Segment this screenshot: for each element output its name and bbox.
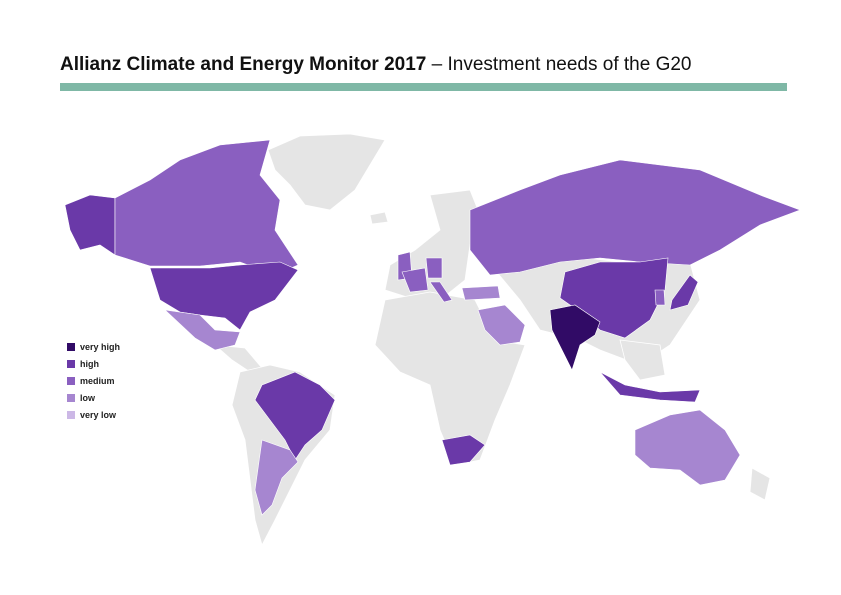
germany (425, 257, 443, 279)
legend-swatch (67, 411, 75, 419)
legend: very high high medium low very low (67, 342, 120, 420)
italy (429, 281, 453, 303)
central-america (213, 344, 263, 373)
new-zealand (749, 467, 771, 501)
greenland (267, 133, 386, 211)
title-bold: Allianz Climate and Energy Monitor 2017 (60, 54, 426, 75)
legend-swatch (67, 394, 75, 402)
turkey (461, 285, 501, 301)
india (549, 304, 601, 371)
legend-label: very high (80, 342, 120, 352)
iceland (369, 211, 389, 225)
japan (669, 274, 699, 311)
indonesia (599, 371, 701, 403)
australia (634, 409, 741, 486)
saudi-arabia (477, 304, 526, 346)
legend-swatch (67, 343, 75, 351)
usa (149, 261, 299, 331)
legend-swatch (67, 377, 75, 385)
legend-swatch (67, 360, 75, 368)
g20-countries (64, 139, 801, 516)
south-africa (441, 434, 486, 466)
alaska (64, 194, 116, 256)
title-rest: – Investment needs of the G20 (432, 54, 692, 75)
russia (469, 159, 801, 276)
france (401, 267, 429, 293)
korea (654, 289, 666, 306)
title-rule (60, 83, 787, 91)
southeast-asia (619, 339, 666, 381)
canada (114, 139, 299, 276)
title: Allianz Climate and Energy Monitor 2017 … (60, 54, 692, 75)
legend-label: low (80, 393, 96, 403)
legend-label: very low (80, 410, 117, 420)
africa (374, 291, 526, 466)
brazil (254, 371, 336, 461)
legend-label: medium (80, 376, 115, 386)
argentina (254, 439, 299, 516)
mexico (164, 309, 241, 351)
legend-label: high (80, 359, 99, 369)
